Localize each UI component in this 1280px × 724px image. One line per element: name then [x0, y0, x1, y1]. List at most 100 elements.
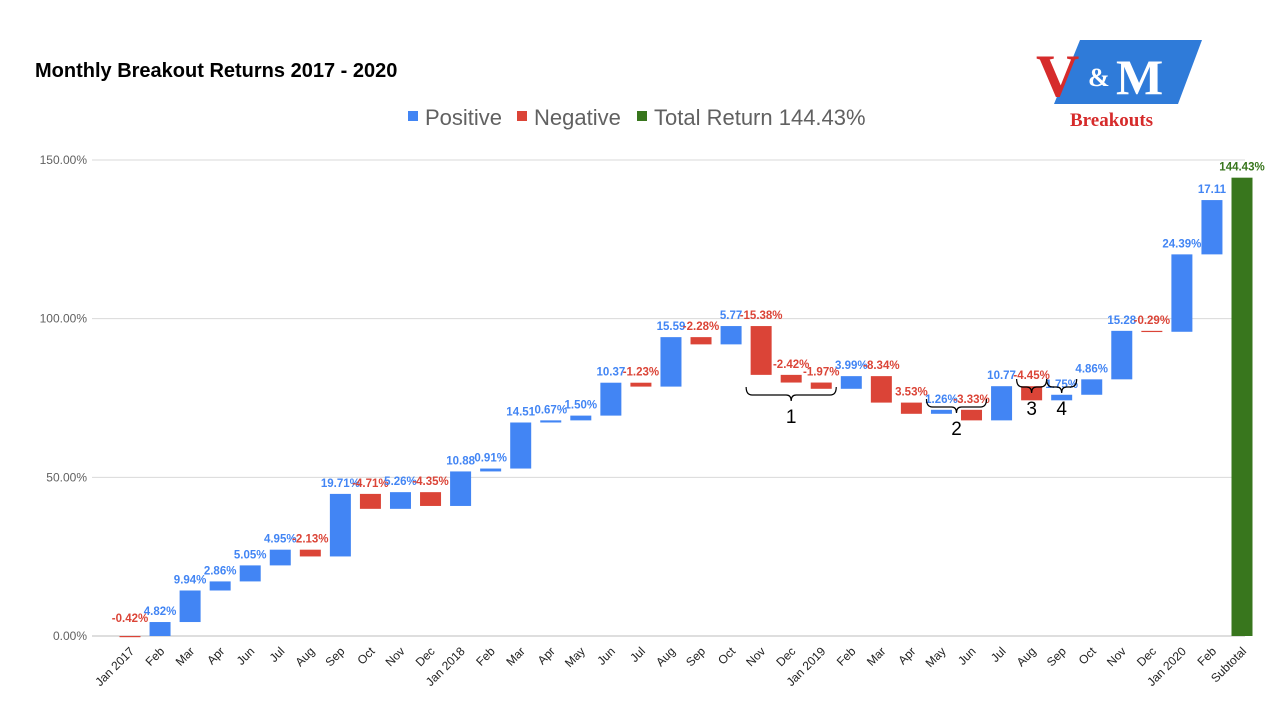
logo-ampersand: &	[1088, 63, 1110, 92]
data-label: 10.77	[987, 370, 1016, 382]
x-tick-label: Mar	[503, 644, 528, 669]
x-tick-label: May	[923, 644, 949, 670]
x-tick-label: Feb	[143, 644, 168, 669]
waterfall-bar	[1231, 177, 1253, 636]
waterfall-bar	[1171, 254, 1193, 332]
waterfall-bar	[450, 471, 472, 506]
group-bracket	[1046, 378, 1078, 394]
group-label: 1	[786, 407, 797, 428]
data-label: -1.23%	[623, 367, 659, 379]
data-label: -2.28%	[683, 321, 719, 333]
data-label: 5.05%	[234, 549, 267, 561]
data-labels: -0.42%4.82% 9.94%2.86% 5.05% 4.95%-2.13% 19.…	[112, 162, 1265, 625]
waterfall-bar	[750, 326, 772, 375]
data-label: 4.82%	[144, 606, 177, 618]
waterfall-bar	[480, 468, 502, 472]
waterfall-bar	[239, 565, 261, 582]
data-label: -3.33%	[953, 394, 989, 406]
x-tick-label: Oct	[354, 644, 378, 668]
data-label: -0.29%	[1134, 315, 1170, 327]
x-tick-label: Nov	[1104, 644, 1129, 669]
waterfall-bar	[570, 415, 592, 421]
x-tick-label: Apr	[895, 644, 918, 667]
data-label: 1.50%	[565, 400, 598, 412]
data-label: 4.86%	[1075, 363, 1108, 375]
x-tick-label: Dec	[413, 644, 438, 669]
group-label: 4	[1056, 399, 1067, 420]
data-label: -1.97%	[803, 367, 839, 379]
waterfall-bar	[600, 382, 622, 416]
data-label: -2.13%	[292, 534, 328, 546]
waterfall-bar	[961, 409, 983, 421]
waterfall-bar	[991, 386, 1013, 421]
waterfall-bar	[179, 590, 201, 623]
x-tick-label: Jan 2017	[92, 644, 137, 689]
x-tick-label: Sep	[1044, 644, 1069, 669]
chart-title: Monthly Breakout Returns 2017 - 2020	[35, 60, 398, 82]
data-label: 15.28	[1107, 315, 1136, 327]
x-tick-label: Oct	[1076, 644, 1100, 668]
x-tick-label: Apr	[535, 644, 558, 667]
waterfall-bar	[1141, 330, 1163, 333]
group-label: 3	[1026, 399, 1037, 420]
group-label: 2	[951, 419, 962, 440]
waterfall-bar	[1021, 386, 1043, 401]
x-tick-label: Sep	[683, 644, 708, 669]
data-label: 0.91%	[474, 453, 507, 465]
x-tick-label: Feb	[1195, 644, 1220, 669]
data-label: -4.35%	[412, 476, 448, 488]
waterfall-bar	[119, 636, 141, 638]
data-label: 5.77	[720, 310, 742, 322]
x-axis: Jan 2017 Feb Mar Apr Jun Jul Aug Sep Oct Nov DecJa…	[92, 644, 1249, 689]
group-bracket	[925, 398, 988, 414]
x-tick-label: Mar	[173, 644, 198, 669]
waterfall-bar	[870, 376, 892, 403]
annotations: 1 2 3 4	[745, 378, 1078, 440]
waterfall-bar	[780, 374, 802, 383]
data-label: 19.71%	[321, 478, 360, 490]
waterfall-bar	[420, 492, 442, 506]
waterfall-bar	[1081, 379, 1103, 395]
x-tick-label: Nov	[383, 644, 408, 669]
data-label: 15.59	[657, 321, 686, 333]
data-label: 1.75%	[1045, 379, 1078, 391]
y-tick-label: 50.00%	[46, 470, 87, 484]
data-label: 5.26%	[384, 476, 417, 488]
bars	[119, 177, 1253, 638]
logo-letter-m: M	[1116, 49, 1163, 105]
x-tick-label: Apr	[204, 644, 227, 667]
legend-label: Negative	[534, 105, 621, 130]
x-tick-label: Jul	[267, 644, 288, 665]
waterfall-bar	[810, 382, 832, 389]
waterfall-bar	[269, 549, 291, 566]
x-tick-label: Dec	[773, 644, 798, 669]
waterfall-bar	[209, 581, 231, 591]
data-label: 24.39%	[1162, 238, 1201, 250]
waterfall-bar	[540, 420, 562, 423]
data-label: 0.67%	[534, 404, 567, 416]
data-label: 2.86%	[204, 565, 237, 577]
data-label: 14.51	[506, 406, 535, 418]
waterfall-bar	[329, 493, 351, 557]
waterfall-bar	[630, 382, 652, 387]
legend-swatch	[408, 111, 418, 121]
x-tick-label: Nov	[743, 644, 768, 669]
legend: Positive Negative Total Return 144.43%	[408, 105, 866, 130]
x-tick-label: Aug	[1014, 644, 1039, 669]
data-label: 3.53%	[895, 387, 928, 399]
data-label: -4.71%	[352, 478, 388, 490]
data-label: 9.94%	[174, 574, 207, 586]
waterfall-bar	[1051, 394, 1073, 401]
waterfall-bar	[1201, 200, 1223, 255]
x-tick-label: Aug	[292, 644, 317, 669]
x-tick-label: Dec	[1134, 644, 1159, 669]
waterfall-bar	[930, 409, 952, 414]
x-tick-label: Feb	[834, 644, 859, 669]
data-label: -4.45%	[1013, 370, 1049, 382]
y-tick-label: 100.00%	[40, 312, 88, 326]
x-tick-label: Feb	[473, 644, 498, 669]
legend-swatch	[637, 111, 647, 121]
vm-breakouts-logo: V & M Breakouts	[1036, 40, 1202, 130]
x-tick-label: Mar	[864, 644, 889, 669]
waterfall-bar	[840, 376, 862, 389]
